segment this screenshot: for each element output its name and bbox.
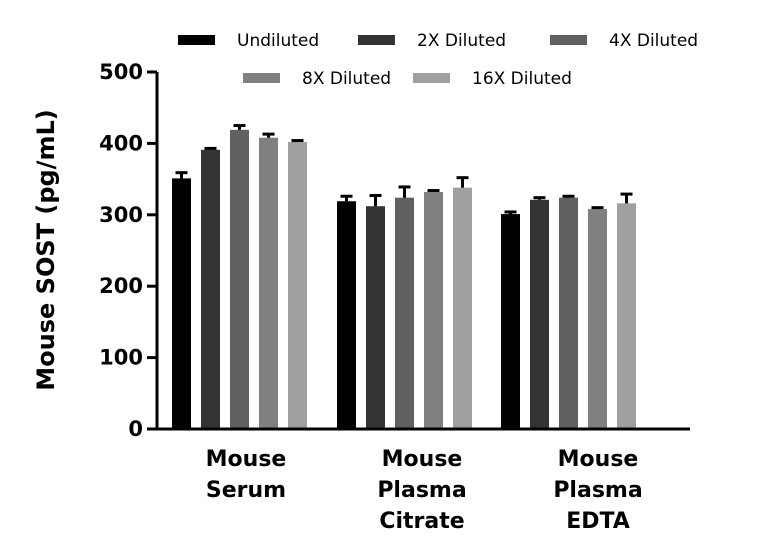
bar xyxy=(230,129,249,430)
bar xyxy=(201,149,220,430)
y-axis: 0 100 200 300 400 500 xyxy=(99,60,159,441)
y-tick-label: 100 xyxy=(99,346,143,370)
y-tick-label: 500 xyxy=(99,60,143,84)
bar xyxy=(337,201,356,429)
legend-swatch xyxy=(550,35,587,45)
legend-swatch xyxy=(358,35,395,45)
x-category-label: Serum xyxy=(206,478,286,503)
legend-label: Undiluted xyxy=(237,31,319,51)
x-category-label: Mouse xyxy=(558,447,639,472)
bar xyxy=(288,141,307,430)
legend-label: 16X Diluted xyxy=(472,69,572,89)
legend-label: 4X Diluted xyxy=(609,31,698,51)
x-category-label: Mouse xyxy=(206,447,287,472)
y-tick-label: 0 xyxy=(128,417,143,441)
bar xyxy=(559,197,578,429)
bar xyxy=(424,191,443,429)
x-category-label: Citrate xyxy=(379,509,464,534)
y-tick-label: 300 xyxy=(99,203,143,227)
bar xyxy=(366,206,385,429)
bar xyxy=(501,214,520,429)
bar xyxy=(617,203,636,429)
legend-item: 4X Diluted xyxy=(550,31,698,51)
legend-item: 8X Diluted xyxy=(243,69,391,89)
legend-label: 8X Diluted xyxy=(302,69,391,89)
bar xyxy=(453,187,472,429)
x-category-label: Plasma xyxy=(377,478,466,503)
x-category-label: Plasma xyxy=(553,478,642,503)
bar xyxy=(395,197,414,429)
legend: Undiluted 2X Diluted 4X Diluted 8X Diluted 1… xyxy=(178,31,698,89)
bar xyxy=(259,137,278,430)
legend-item: Undiluted xyxy=(178,31,319,51)
y-tick-label: 200 xyxy=(99,274,143,298)
legend-label: 2X Diluted xyxy=(417,31,506,51)
bar xyxy=(530,199,549,429)
x-category-label: EDTA xyxy=(566,509,630,534)
bar xyxy=(172,178,191,429)
bars xyxy=(172,124,636,430)
legend-swatch xyxy=(413,73,450,83)
bar xyxy=(588,209,607,429)
legend-item: 2X Diluted xyxy=(358,31,506,51)
x-category-label: Mouse xyxy=(382,447,463,472)
legend-item: 16X Diluted xyxy=(413,69,572,89)
legend-swatch xyxy=(243,73,280,83)
legend-swatch xyxy=(178,35,215,45)
y-tick-label: 400 xyxy=(99,131,143,155)
x-axis: Mouse Serum Mouse Plasma Citrate Mouse Plasma E… xyxy=(155,427,690,534)
y-axis-label: Mouse SOST (pg/mL) xyxy=(32,109,60,390)
